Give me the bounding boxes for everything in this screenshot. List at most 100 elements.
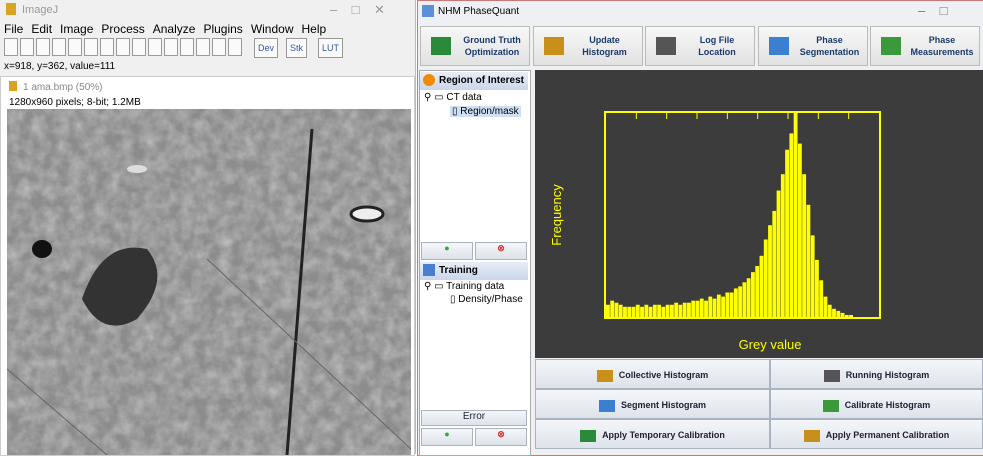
tree-label: Density/Phase: [458, 294, 522, 305]
histogram-bar: [619, 305, 623, 317]
training-title: Training: [439, 265, 478, 276]
histogram-bar: [730, 293, 734, 317]
histogram-bar: [717, 295, 721, 317]
histogram-bar: [849, 315, 853, 317]
add-button[interactable]: ●: [421, 242, 473, 260]
histogram-bar: [696, 301, 700, 317]
tool-icon[interactable]: [132, 38, 146, 56]
tool-icon[interactable]: [212, 38, 226, 56]
error-label: Error: [421, 410, 527, 426]
histogram-bar: [734, 288, 738, 317]
toolbar-icon: [656, 37, 676, 55]
tool-icon[interactable]: [116, 38, 130, 56]
action-label: Apply Temporary Calibration: [602, 430, 725, 440]
histogram-bar: [674, 303, 678, 317]
tool-icon[interactable]: [148, 38, 162, 56]
menu-item[interactable]: Process: [101, 22, 144, 36]
tool-button[interactable]: Stk: [286, 38, 307, 58]
histogram-bar: [640, 307, 644, 317]
tool-icon[interactable]: [164, 38, 178, 56]
toolbar-button[interactable]: Phase Segmentation: [758, 26, 868, 66]
histogram-bar: [687, 303, 691, 317]
tree-label: Training data: [446, 281, 504, 292]
action-icon: [599, 400, 615, 412]
menu-item[interactable]: Edit: [31, 22, 52, 36]
histogram-bar: [610, 301, 614, 317]
toolbar-label: Phase: [795, 35, 865, 45]
histogram-bar: [606, 305, 610, 317]
histogram-bar: [615, 303, 619, 317]
menu-item[interactable]: Help: [302, 22, 327, 36]
action-button[interactable]: Apply Permanent Calibration: [770, 419, 983, 449]
tool-icon[interactable]: [52, 38, 66, 56]
toolbar-icon: [769, 37, 789, 55]
tool-button[interactable]: LUT: [318, 38, 343, 58]
action-button[interactable]: Collective Histogram: [535, 359, 770, 389]
tool-icon[interactable]: [180, 38, 194, 56]
window-title: ImageJ: [22, 4, 58, 16]
histogram-bar: [666, 305, 670, 317]
action-button[interactable]: Apply Temporary Calibration: [535, 419, 770, 449]
tool-icon[interactable]: [36, 38, 50, 56]
image-window: 1 ama.bmp (50%) 1280x960 pixels; 8-bit; …: [0, 76, 415, 456]
tree-child[interactable]: ▯ Density/Phase: [450, 294, 523, 305]
tree-child[interactable]: ▯ Region/mask: [450, 106, 521, 117]
tool-icon[interactable]: [196, 38, 210, 56]
histogram-bar: [721, 297, 725, 317]
histogram-bar: [760, 256, 764, 317]
tool-icon[interactable]: [84, 38, 98, 56]
remove-button[interactable]: ⊗: [475, 242, 527, 260]
add-button[interactable]: ●: [421, 428, 473, 446]
toolbar-label: Segmentation: [795, 47, 865, 57]
tool-icon[interactable]: [20, 38, 34, 56]
app-icon: [9, 81, 17, 91]
status-bar: x=918, y=362, value=111: [4, 61, 115, 72]
window-controls[interactable]: – □ ✕: [330, 2, 385, 18]
histogram-bar: [636, 305, 640, 317]
histogram-bar: [777, 191, 781, 317]
histogram-bar: [819, 280, 823, 317]
histogram-bar: [713, 299, 717, 317]
action-button[interactable]: Running Histogram: [770, 359, 983, 389]
y-axis-label: Frequency: [549, 184, 564, 246]
tree-root[interactable]: ⚲ ▭ Training data: [424, 281, 504, 292]
histogram-bar: [785, 150, 789, 317]
action-button[interactable]: Segment Histogram: [535, 389, 770, 419]
histogram-bar: [768, 225, 772, 317]
tool-button[interactable]: Dev: [254, 38, 278, 58]
menu-item[interactable]: Plugins: [203, 22, 242, 36]
action-label: Segment Histogram: [621, 400, 706, 410]
tool-icon[interactable]: [4, 38, 18, 56]
histogram-bar: [738, 286, 742, 317]
tool-icon[interactable]: [68, 38, 82, 56]
histogram-bar: [789, 133, 793, 317]
histogram-bar: [828, 305, 832, 317]
action-icon: [824, 370, 840, 382]
training-header: Training: [420, 262, 528, 280]
action-icon: [580, 430, 596, 442]
menu-item[interactable]: Image: [60, 22, 93, 36]
histogram-bar: [794, 113, 798, 317]
histogram-bar: [811, 235, 815, 317]
menu-item[interactable]: Window: [251, 22, 294, 36]
histogram-bar: [632, 307, 636, 317]
tree-root[interactable]: ⚲ ▭ CT data: [424, 92, 482, 103]
toolbar-label: Location: [682, 47, 752, 57]
action-icon: [823, 400, 839, 412]
window-controls[interactable]: – □: [918, 3, 948, 18]
ct-image: [7, 109, 411, 455]
toolbar-label: Histogram: [570, 47, 640, 57]
remove-button[interactable]: ⊗: [475, 428, 527, 446]
menu-item[interactable]: File: [4, 22, 23, 36]
tool-icon[interactable]: [228, 38, 242, 56]
tool-icon[interactable]: [100, 38, 114, 56]
histogram-plot: Frequency Grey value: [535, 70, 983, 358]
action-icon: [597, 370, 613, 382]
menu-item[interactable]: Analyze: [153, 22, 196, 36]
action-button[interactable]: Calibrate Histogram: [770, 389, 983, 419]
histogram-bar: [657, 305, 661, 317]
